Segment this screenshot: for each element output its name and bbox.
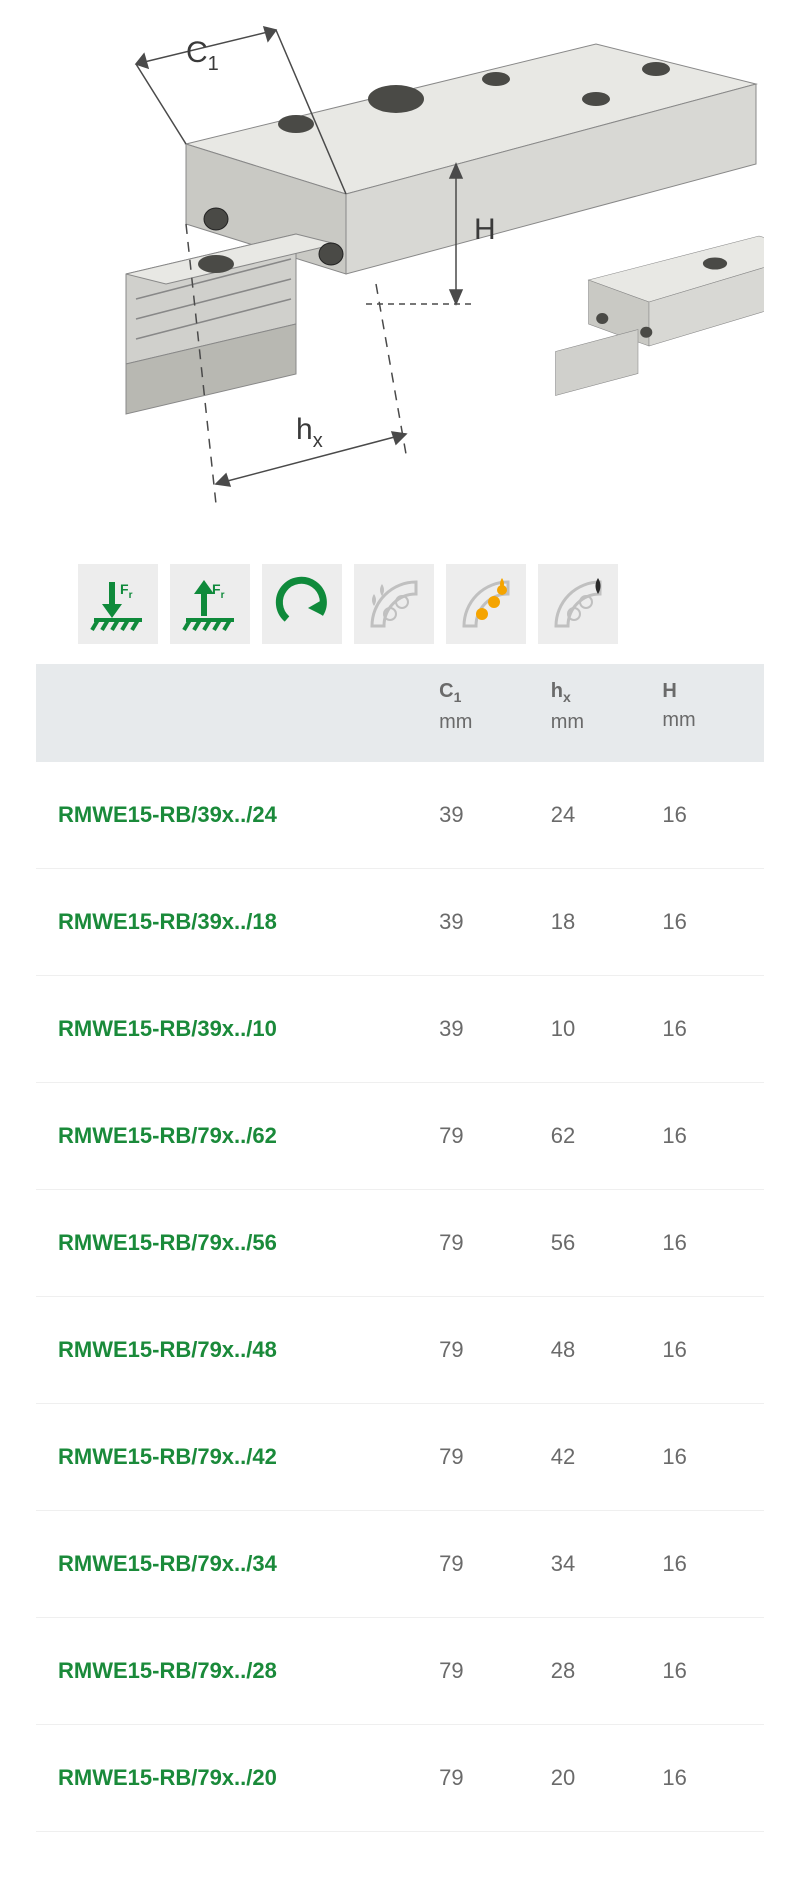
cell-c1: 79 bbox=[429, 1725, 541, 1832]
cell-h: 16 bbox=[652, 976, 764, 1083]
col-c1: C1mm bbox=[429, 664, 541, 762]
grease-icon bbox=[446, 564, 526, 644]
load-down-icon: Fr bbox=[78, 564, 158, 644]
cell-h: 16 bbox=[652, 1404, 764, 1511]
dimensions-table: C1mm hxmm Hmm RMWE15-RB/39x../24392416RM… bbox=[36, 664, 764, 1832]
dim-label-h: H bbox=[474, 213, 496, 246]
cell-c1: 39 bbox=[429, 762, 541, 869]
cell-hx: 42 bbox=[541, 1404, 653, 1511]
table-header: C1mm hxmm Hmm bbox=[36, 664, 764, 762]
cell-hx: 18 bbox=[541, 869, 653, 976]
sealed-icon bbox=[354, 564, 434, 644]
table-row: RMWE15-RB/39x../18391816 bbox=[36, 869, 764, 976]
table-row: RMWE15-RB/39x../24392416 bbox=[36, 762, 764, 869]
col-h: Hmm bbox=[652, 664, 764, 762]
table-row: RMWE15-RB/79x../34793416 bbox=[36, 1511, 764, 1618]
oil-icon bbox=[538, 564, 618, 644]
product-link[interactable]: RMWE15-RB/79x../34 bbox=[36, 1511, 429, 1618]
cell-h: 16 bbox=[652, 762, 764, 869]
product-link[interactable]: RMWE15-RB/79x../62 bbox=[36, 1083, 429, 1190]
cell-h: 16 bbox=[652, 1725, 764, 1832]
product-link[interactable]: RMWE15-RB/79x../28 bbox=[36, 1618, 429, 1725]
product-link[interactable]: RMWE15-RB/79x../20 bbox=[36, 1725, 429, 1832]
table-row: RMWE15-RB/79x../20792016 bbox=[36, 1725, 764, 1832]
diagram-svg: C1 H hx bbox=[36, 24, 764, 544]
page: C1 H hx F bbox=[0, 0, 800, 1892]
cell-hx: 20 bbox=[541, 1725, 653, 1832]
product-link[interactable]: RMWE15-RB/39x../10 bbox=[36, 976, 429, 1083]
product-link[interactable]: RMWE15-RB/79x../42 bbox=[36, 1404, 429, 1511]
product-link[interactable]: RMWE15-RB/79x../56 bbox=[36, 1190, 429, 1297]
cell-hx: 56 bbox=[541, 1190, 653, 1297]
table-row: RMWE15-RB/39x../10391016 bbox=[36, 976, 764, 1083]
table-row: RMWE15-RB/79x../56795616 bbox=[36, 1190, 764, 1297]
product-link[interactable]: RMWE15-RB/39x../24 bbox=[36, 762, 429, 869]
table-row: RMWE15-RB/79x../42794216 bbox=[36, 1404, 764, 1511]
technical-diagram: C1 H hx bbox=[36, 24, 764, 544]
cell-c1: 79 bbox=[429, 1511, 541, 1618]
cell-c1: 79 bbox=[429, 1297, 541, 1404]
cell-hx: 34 bbox=[541, 1511, 653, 1618]
rotation-icon bbox=[262, 564, 342, 644]
cell-h: 16 bbox=[652, 1083, 764, 1190]
svg-text:Fr: Fr bbox=[120, 581, 133, 601]
table-row: RMWE15-RB/79x../48794816 bbox=[36, 1297, 764, 1404]
cell-hx: 28 bbox=[541, 1618, 653, 1725]
cell-c1: 79 bbox=[429, 1190, 541, 1297]
cell-h: 16 bbox=[652, 869, 764, 976]
table-body: RMWE15-RB/39x../24392416RMWE15-RB/39x../… bbox=[36, 762, 764, 1832]
product-link[interactable]: RMWE15-RB/79x../48 bbox=[36, 1297, 429, 1404]
dim-label-hx: hx bbox=[296, 413, 323, 452]
dim-label-c1: C1 bbox=[186, 36, 219, 75]
cell-h: 16 bbox=[652, 1190, 764, 1297]
cell-hx: 62 bbox=[541, 1083, 653, 1190]
cell-c1: 79 bbox=[429, 1404, 541, 1511]
load-up-icon: Fr bbox=[170, 564, 250, 644]
cell-h: 16 bbox=[652, 1511, 764, 1618]
table-row: RMWE15-RB/79x../28792816 bbox=[36, 1618, 764, 1725]
svg-text:Fr: Fr bbox=[212, 581, 225, 601]
cell-c1: 39 bbox=[429, 869, 541, 976]
cell-c1: 79 bbox=[429, 1618, 541, 1725]
cell-h: 16 bbox=[652, 1618, 764, 1725]
cell-hx: 10 bbox=[541, 976, 653, 1083]
cell-hx: 24 bbox=[541, 762, 653, 869]
feature-icon-row: Fr Fr bbox=[36, 564, 764, 644]
cell-c1: 79 bbox=[429, 1083, 541, 1190]
col-name bbox=[36, 664, 429, 762]
table-row: RMWE15-RB/79x../62796216 bbox=[36, 1083, 764, 1190]
cell-hx: 48 bbox=[541, 1297, 653, 1404]
col-hx: hxmm bbox=[541, 664, 653, 762]
cell-h: 16 bbox=[652, 1297, 764, 1404]
cell-c1: 39 bbox=[429, 976, 541, 1083]
product-link[interactable]: RMWE15-RB/39x../18 bbox=[36, 869, 429, 976]
